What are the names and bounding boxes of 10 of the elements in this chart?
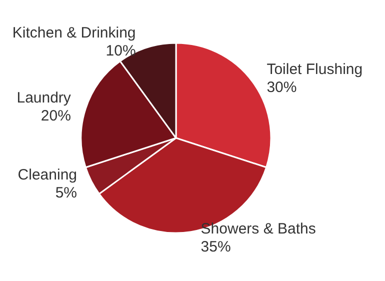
slice-label: Cleaning [18,166,78,184]
data-label: 10% [106,42,136,60]
data-label: 35% [200,238,231,256]
data-label: 5% [55,184,78,202]
slice-label: Laundry [16,89,72,106]
slice-label: Showers & Baths [200,220,316,238]
data-label: 20% [40,107,71,124]
slice-label: Toilet Flushing [266,61,363,78]
slice-label: Kitchen & Drinking [12,24,136,42]
data-label: 30% [266,79,297,96]
